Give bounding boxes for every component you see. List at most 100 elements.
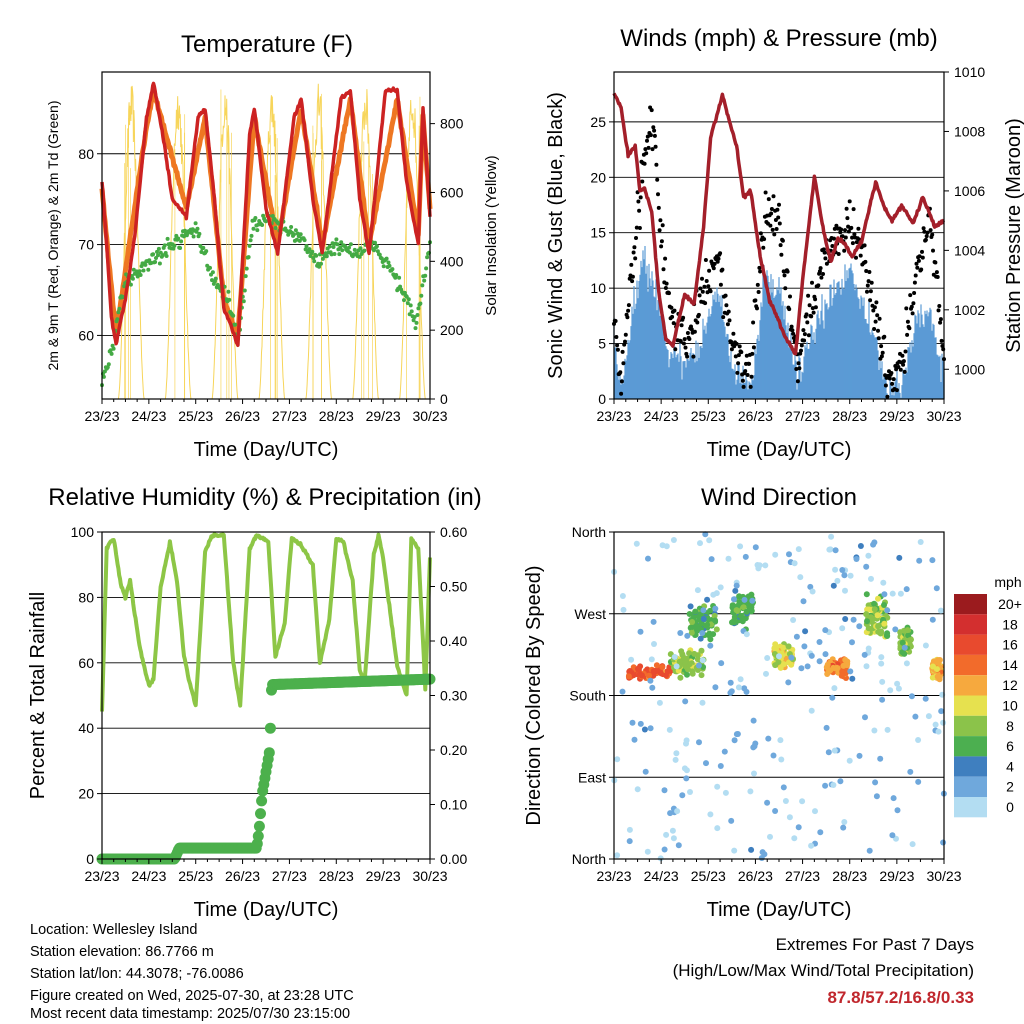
y2-tick-label: 1004 — [954, 242, 985, 258]
direction-point — [704, 596, 711, 603]
gust-point — [930, 232, 935, 237]
gust-point — [748, 384, 753, 389]
gust-point — [670, 314, 675, 319]
direction-point — [688, 629, 695, 636]
gust-point — [872, 305, 877, 310]
x-tick-label: 29/23 — [879, 408, 914, 424]
gust-point — [620, 349, 625, 354]
gust-point — [818, 266, 823, 271]
gust-point — [718, 251, 723, 256]
gust-point — [920, 249, 924, 254]
direction-point — [915, 737, 922, 743]
direction-point — [788, 654, 795, 661]
dewpoint-point — [302, 238, 307, 243]
gust-point — [712, 261, 717, 266]
direction-point — [901, 644, 908, 651]
direction-point — [633, 540, 640, 547]
direction-point — [775, 659, 782, 665]
y-tick-label: 60 — [78, 655, 94, 671]
dewpoint-point — [115, 317, 120, 322]
gust-point — [669, 305, 674, 310]
gust-point — [840, 234, 845, 239]
direction-point — [863, 591, 870, 598]
gust-point — [902, 369, 907, 374]
direction-point — [630, 672, 637, 679]
direction-point — [699, 657, 706, 664]
gust-point — [901, 359, 906, 364]
gust-point — [871, 308, 876, 313]
gust-point — [854, 240, 859, 245]
direction-point — [686, 611, 693, 617]
dewpoint-point — [339, 240, 344, 245]
x-tick-label: 24/23 — [131, 408, 166, 424]
gust-point — [876, 336, 881, 341]
precip-point — [263, 747, 275, 759]
direction-point — [833, 664, 840, 671]
gust-point — [799, 343, 804, 348]
dewpoint-point — [208, 265, 212, 270]
gust-point — [645, 134, 650, 139]
gust-point — [917, 254, 922, 259]
dewpoint-point — [374, 244, 379, 249]
x-axis-label: Time (Day/UTC) — [707, 899, 852, 921]
direction-point — [878, 660, 885, 667]
direction-point — [710, 631, 717, 638]
dewpoint-point — [362, 248, 367, 253]
y2-axis-label: Station Pressure (Maroon) — [1003, 118, 1024, 353]
dewpoint-point — [163, 251, 168, 255]
gust-point — [761, 245, 766, 250]
dewpoint-point — [270, 214, 275, 218]
gust-point — [691, 354, 696, 359]
chart-panel-3 — [96, 531, 436, 865]
chart-panel-1 — [97, 71, 435, 404]
gust-point — [658, 218, 663, 223]
gust-point — [630, 274, 635, 279]
direction-point — [626, 668, 633, 674]
direction-point — [826, 546, 833, 553]
dewpoint-point — [347, 245, 351, 250]
direction-point — [881, 602, 887, 608]
gust-point — [804, 312, 809, 317]
dewpoint-point — [130, 276, 135, 281]
dewpoint-point — [357, 254, 362, 259]
x-tick-label: 26/23 — [738, 408, 773, 424]
legend-label: 12 — [1002, 677, 1018, 693]
x-tick-label: 30/23 — [926, 408, 961, 424]
dewpoint-point — [233, 322, 238, 327]
direction-point — [889, 832, 896, 839]
gust-point — [936, 308, 941, 313]
y2-tick-label: 0.30 — [440, 688, 467, 704]
gust-point — [646, 145, 651, 150]
x-tick-label: 27/23 — [272, 868, 307, 884]
direction-point — [669, 827, 676, 834]
gust-point — [821, 272, 825, 276]
gust-point — [720, 267, 725, 272]
direction-point — [874, 612, 881, 619]
direction-point — [786, 814, 793, 821]
direction-point — [917, 539, 924, 545]
dewpoint-point — [213, 276, 218, 281]
x-tick-label: 23/23 — [596, 408, 631, 424]
gust-point — [852, 232, 857, 237]
direction-point — [620, 606, 627, 613]
gust-point — [630, 279, 635, 284]
dewpoint-point — [106, 362, 111, 367]
dewpoint-point — [179, 239, 184, 244]
gust-point — [801, 328, 806, 333]
gust-point — [865, 289, 869, 294]
direction-point — [714, 825, 721, 832]
direction-point — [785, 643, 792, 650]
gust-point — [832, 226, 837, 231]
dewpoint-point — [183, 228, 187, 233]
y2-tick-label: 0.50 — [440, 579, 467, 595]
gust-point — [734, 341, 739, 346]
gust-point — [846, 229, 851, 234]
gust-point — [695, 320, 700, 325]
direction-point — [798, 665, 805, 672]
direction-point — [938, 708, 945, 715]
direction-point — [619, 688, 626, 695]
gust-point — [916, 258, 921, 263]
gust-point — [890, 381, 895, 386]
gust-point — [850, 235, 855, 240]
legend-label: 4 — [1006, 758, 1014, 774]
